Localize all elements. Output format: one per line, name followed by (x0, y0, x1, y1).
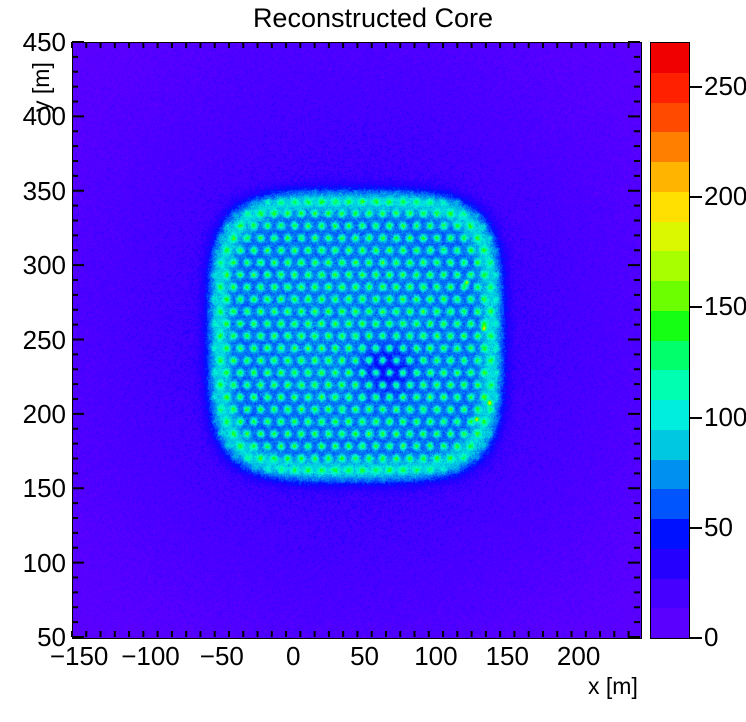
colorbar-tick-label: 100 (704, 401, 746, 432)
colorbar-band (651, 489, 689, 519)
heatmap-canvas (73, 43, 641, 638)
colorbar-band (651, 548, 689, 579)
colorbar-band (651, 102, 689, 133)
colorbar-tick-label: 150 (704, 291, 746, 322)
y-tick-label: 200 (22, 398, 66, 429)
colorbar-title: count (740, 0, 746, 44)
colorbar-band (651, 221, 689, 252)
colorbar-band (651, 162, 689, 192)
colorbar-band (651, 310, 689, 341)
colorbar-tick-label: 250 (704, 71, 746, 102)
colorbar-band (651, 519, 689, 549)
plot-area (72, 42, 642, 639)
colorbar-band (651, 578, 689, 609)
colorbar-tick (689, 637, 702, 639)
colorbar-tick (689, 86, 702, 89)
colorbar-tick-label: 200 (704, 181, 746, 212)
x-tick-label: 200 (556, 641, 601, 671)
colorbar-tick (689, 196, 702, 199)
y-tick-label: 350 (22, 175, 66, 206)
y-tick-label: 250 (22, 324, 66, 355)
colorbar-band (651, 251, 689, 281)
colorbar-band (651, 340, 689, 371)
y-tick-label: 150 (22, 473, 66, 504)
y-tick-label: 300 (22, 250, 66, 281)
y-tick-label: 450 (22, 27, 66, 57)
colorbar-tick (689, 416, 702, 419)
colorbar-tick (689, 306, 702, 309)
colorbar-band (651, 370, 689, 400)
chart-title: Reconstructed Core (252, 3, 494, 33)
x-tick-label: −100 (121, 641, 180, 671)
x-tick-label: −50 (199, 641, 244, 671)
colorbar-band (651, 72, 689, 103)
x-axis-title: x [m] (588, 673, 638, 699)
y-tick-label: 100 (22, 547, 66, 578)
y-tick-label: 50 (37, 622, 66, 652)
colorbar[interactable] (650, 42, 690, 639)
x-tick-label: 50 (350, 641, 380, 671)
colorbar-band (651, 608, 689, 638)
colorbar-tick-label: 0 (704, 622, 719, 652)
colorbar-band (651, 429, 689, 460)
y-tick-label: 400 (22, 101, 66, 132)
colorbar-band (651, 191, 689, 222)
x-tick-label: −150 (49, 641, 109, 671)
x-tick-label: 100 (414, 641, 458, 671)
colorbar-band (651, 43, 689, 73)
colorbar-band (651, 281, 689, 311)
colorbar-tick-label: 50 (704, 511, 733, 542)
x-tick-label: 150 (485, 641, 529, 671)
colorbar-band (651, 132, 689, 162)
colorbar-band (651, 459, 689, 490)
colorbar-tick (689, 526, 702, 529)
colorbar-band (651, 400, 689, 430)
x-tick-label: 0 (285, 641, 301, 671)
